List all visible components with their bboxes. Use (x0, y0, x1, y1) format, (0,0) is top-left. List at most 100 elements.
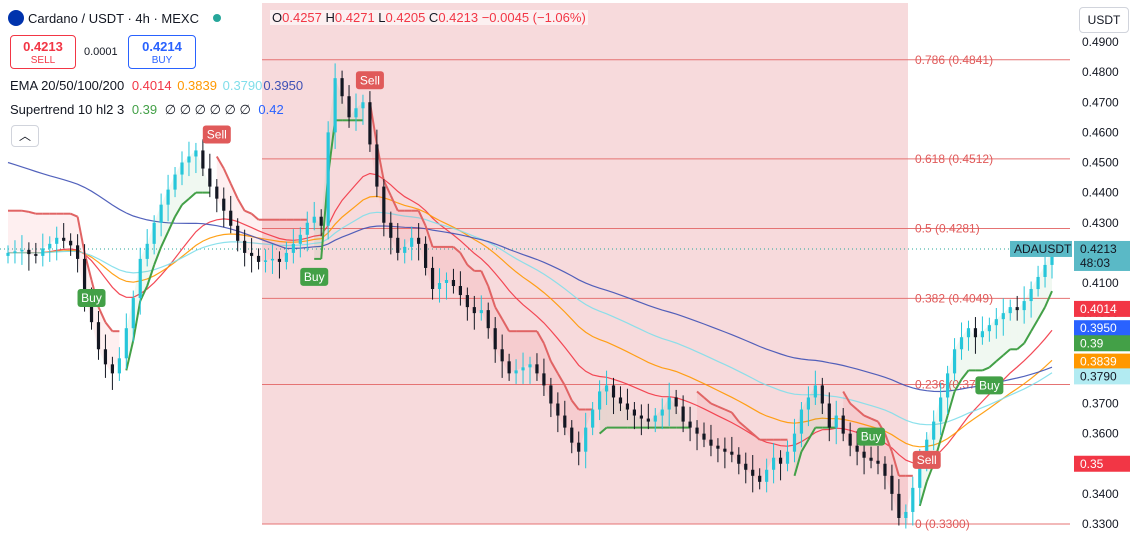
supertrend-down-segment (382, 180, 392, 197)
supertrend-fill (850, 403, 858, 452)
supertrend-up-segment (132, 300, 142, 341)
supertrend-up-segment (160, 231, 170, 248)
candle-body (820, 385, 824, 404)
candle-body (535, 364, 539, 374)
supertrend-fill (961, 328, 969, 380)
supertrend-fill (182, 156, 189, 205)
fib-level-label: 0.236 (0.3763) (915, 378, 993, 392)
supertrend-fill (376, 144, 384, 223)
supertrend-down-segment (222, 168, 232, 185)
supertrend-fill (537, 331, 544, 386)
supertrend-fill (530, 331, 537, 374)
candle-body (932, 421, 936, 440)
supertrend-fill (641, 418, 649, 428)
sell-button[interactable]: 0.4213 SELL (10, 35, 76, 69)
price-tick-label: 0.4500 (1082, 156, 1119, 170)
supertrend-down-segment (250, 212, 260, 221)
price-tags: 0.420.40140.39500.390.38390.37900.350.42… (1010, 240, 1130, 472)
candle-body (62, 237, 66, 241)
supertrend-legend[interactable]: Supertrend 10 hl2 3 0.39 ∅ ∅ ∅ ∅ ∅ ∅ 0.4… (10, 102, 284, 118)
candle-body (382, 186, 386, 223)
symbol-tag (1010, 240, 1072, 257)
collapse-legend-button[interactable]: ︿ (11, 125, 39, 147)
candle-body (695, 427, 699, 434)
cardano-logo-icon (8, 10, 24, 26)
candle-body (618, 397, 623, 404)
supertrend-down-segment (83, 252, 93, 281)
supertrend-fill (77, 216, 85, 295)
candle-body (243, 240, 247, 253)
supertrend-down-segment (550, 360, 559, 374)
candle-body (653, 415, 657, 422)
supertrend-down-segment (703, 396, 712, 405)
candle-body (472, 307, 476, 314)
supertrend-fill (293, 219, 301, 244)
supertrend-fill (606, 385, 614, 428)
currency-selector[interactable]: USDT (1079, 7, 1129, 33)
candle-body (76, 245, 80, 259)
candle-body (208, 168, 212, 187)
candle-body (639, 415, 643, 419)
symbol-title[interactable]: Cardano / USDT · 4h · MEXC (28, 11, 199, 26)
buy-button[interactable]: 0.4214 BUY (128, 35, 196, 69)
supertrend-fill (216, 156, 224, 211)
candle-body (598, 391, 602, 410)
supertrend-fill (523, 331, 530, 368)
symbol-header: Cardano / USDT · 4h · MEXC (8, 10, 229, 26)
supertrend-up-segment (174, 204, 183, 218)
price-tick-label: 0.3600 (1082, 427, 1119, 441)
supertrend-fill (627, 409, 635, 428)
supertrend-fill (808, 385, 816, 440)
supertrend-value: 0.39 (131, 102, 158, 117)
supertrend-down-segment (849, 402, 858, 411)
candle-body (855, 445, 859, 452)
supertrend-fill (460, 252, 468, 308)
signal-badge (355, 71, 384, 90)
supertrend-fill (321, 132, 329, 259)
supertrend-up-segment (181, 197, 190, 206)
candle-body (1001, 313, 1005, 320)
candle-body (55, 237, 59, 244)
candle-body (939, 397, 943, 422)
supertrend-fill (272, 219, 280, 262)
price-tick-label: 0.3400 (1082, 487, 1119, 501)
supertrend-down-segment (236, 198, 246, 212)
supertrend-fill (237, 198, 245, 253)
supertrend-fill (697, 391, 704, 440)
supertrend-down-segment (890, 451, 900, 477)
price-tick-label: 0.4900 (1082, 35, 1119, 49)
supertrend-fill (495, 307, 503, 362)
supertrend-fill (168, 174, 175, 232)
candle-body (758, 475, 762, 482)
candle-body (166, 189, 170, 205)
current-price-tag (1074, 240, 1130, 271)
supertrend-fill (794, 409, 802, 476)
supertrend-fill (954, 337, 962, 392)
close-value: 0.4213 (438, 10, 479, 25)
supertrend-down-segment (870, 417, 879, 423)
supertrend-fill (815, 385, 823, 428)
supertrend-fill (766, 439, 774, 470)
candle-body (521, 367, 525, 371)
supertrend-up-segment (982, 366, 990, 372)
price-tag-label: 0.3790 (1080, 369, 1117, 383)
supertrend-down-segment (710, 402, 719, 408)
supertrend-fill (731, 412, 739, 464)
buy-price: 0.4214 (142, 39, 182, 54)
price-tick-label: 0.4600 (1082, 125, 1119, 139)
candle-body (1022, 301, 1026, 311)
candle-body (96, 322, 101, 350)
supertrend-up-segment (1016, 342, 1025, 351)
candle-body (236, 225, 240, 241)
supertrend-down-segment (215, 155, 225, 170)
candle-body (716, 445, 720, 449)
candle-body (862, 451, 866, 458)
supertrend-fill (42, 213, 50, 249)
supertrend-down-segment (389, 195, 399, 212)
signal-label: Sell (917, 453, 937, 467)
ema-legend[interactable]: EMA 20/50/100/200 0.4014 0.3839 0.37900.… (10, 78, 303, 93)
supertrend-fill (905, 475, 913, 512)
fib-level-label: 0 (0.3300) (915, 517, 970, 531)
supertrend-up-segment (939, 415, 949, 440)
